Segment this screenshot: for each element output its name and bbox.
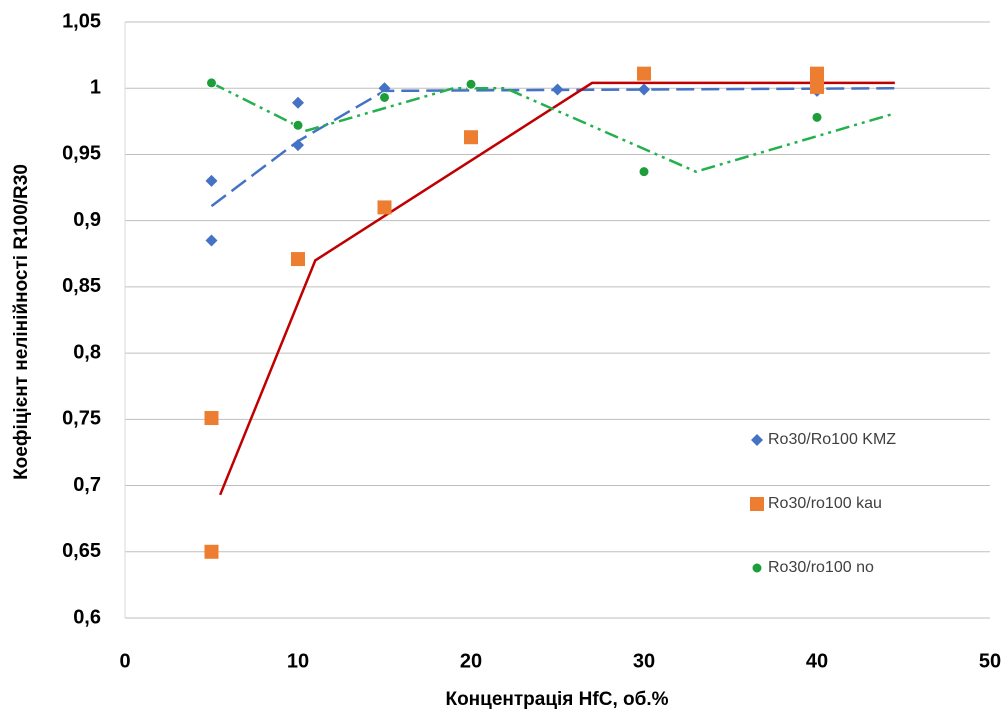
point <box>551 83 564 96</box>
point <box>637 66 651 81</box>
point <box>379 91 390 103</box>
point <box>205 234 218 247</box>
point <box>292 139 304 152</box>
legend-marker <box>751 562 763 574</box>
y-tick-label: 0,65 <box>62 540 101 562</box>
legend-marker <box>751 434 763 446</box>
legend-marker <box>750 497 764 511</box>
trend-line <box>218 81 895 496</box>
point <box>292 119 304 131</box>
legend-label: Ro30/Ro100 KMZ <box>768 431 896 448</box>
y-tick-label: 1 <box>90 77 101 99</box>
point <box>291 252 305 267</box>
y-tick-label: 0,75 <box>62 408 101 430</box>
point <box>205 174 218 187</box>
point <box>206 77 217 89</box>
point <box>465 78 477 90</box>
x-tick-label: 0 <box>119 650 130 672</box>
point <box>638 166 650 178</box>
x-tick-label: 20 <box>460 650 482 672</box>
x-tick-label: 10 <box>287 650 309 672</box>
x-tick-label: 30 <box>633 650 655 672</box>
x-tick-label: 40 <box>806 650 828 672</box>
point <box>810 66 824 81</box>
y-axis-title: Коефіцієнт нелінійності R100/R30 <box>11 164 32 480</box>
legend-label: Ro30/ro100 kau <box>768 495 882 512</box>
y-tick-label: 0,85 <box>62 275 101 297</box>
point <box>811 111 823 123</box>
trend-line <box>210 81 896 173</box>
point <box>377 200 392 215</box>
x-axis-title: Концентрація HfC, об.% <box>445 689 668 710</box>
y-tick-label: 0,7 <box>73 474 101 496</box>
y-tick-label: 0,9 <box>73 209 101 231</box>
y-tick-label: 1,05 <box>62 10 101 32</box>
y-tick-label: 0,6 <box>73 606 101 628</box>
x-tick-label: 50 <box>979 650 1001 672</box>
y-tick-label: 0,8 <box>73 341 101 363</box>
legend-label: Ro30/ro100 no <box>768 559 874 576</box>
trend-line <box>210 86 895 208</box>
point <box>204 544 219 559</box>
point <box>638 83 650 96</box>
point <box>292 96 304 109</box>
point <box>378 82 391 95</box>
y-tick-label: 0,95 <box>62 143 101 165</box>
point <box>204 411 219 426</box>
point <box>810 79 824 94</box>
point <box>464 130 478 145</box>
